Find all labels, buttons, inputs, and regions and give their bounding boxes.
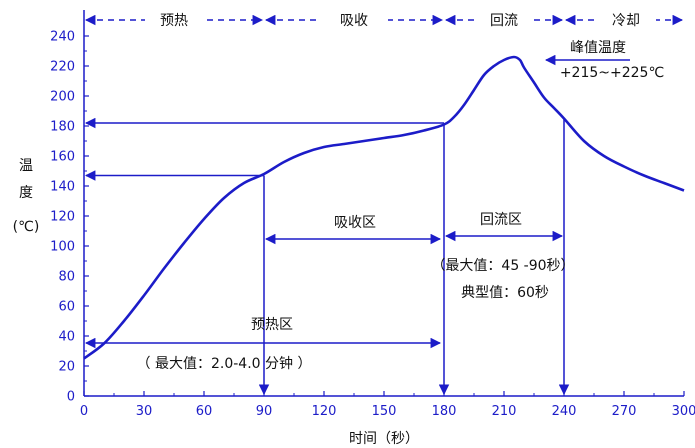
x-tick-label: 300 <box>672 404 695 419</box>
y-axis-label-2: 度 <box>19 185 33 201</box>
y-tick-label: 60 <box>58 300 75 315</box>
x-tick-label: 60 <box>196 404 213 419</box>
x-tick-label: 210 <box>492 404 517 419</box>
peak-temp-range: +215~+225℃ <box>560 65 664 81</box>
x-tick-label: 240 <box>552 404 577 419</box>
y-tick-label: 20 <box>58 360 75 375</box>
y-tick-label: 240 <box>50 30 75 45</box>
preheat-max-duration: （ 最大值：2.0-4.0 分钟 ） <box>137 355 312 372</box>
y-tick-label: 40 <box>58 330 75 345</box>
y-tick-label: 180 <box>50 120 75 135</box>
reflow-zone-label: 回流区 <box>480 212 522 228</box>
series-temperature-profile <box>83 55 685 360</box>
reflow-max-duration: （最大值：45 -90秒） <box>431 258 574 274</box>
phase-reflow: 回流 <box>490 13 518 29</box>
x-tick-label: 120 <box>312 404 337 419</box>
x-tick-label: 30 <box>136 404 153 419</box>
x-tick-label: 150 <box>372 404 397 419</box>
y-tick-label: 0 <box>67 390 75 405</box>
y-tick-label: 120 <box>50 210 75 225</box>
phase-banner: 预热 吸收 回流 冷却 <box>84 9 684 31</box>
x-tick-label: 90 <box>256 404 273 419</box>
y-tick-label: 160 <box>50 150 75 165</box>
y-axis-label-1: 温 <box>19 158 33 174</box>
preheat-zone-label: 预热区 <box>251 317 293 333</box>
peak-temp-title: 峰值温度 <box>570 40 626 56</box>
y-tick-label: 200 <box>50 90 75 105</box>
y-ticks: 0 20 40 60 80 100 120 140 160 180 200 220 240 <box>50 30 89 405</box>
x-ticks: 0 30 60 90 120 150 180 210 240 270 300 <box>80 391 695 419</box>
phase-soak: 吸收 <box>340 13 368 29</box>
reflow-typical-duration: 典型值：60秒 <box>461 285 549 301</box>
x-axis-label: 时间（秒） <box>349 431 419 447</box>
soak-zone-label: 吸收区 <box>334 215 376 231</box>
phase-preheat: 预热 <box>160 13 188 29</box>
x-tick-label: 180 <box>432 404 457 419</box>
phase-cooling: 冷却 <box>612 13 640 29</box>
x-tick-label: 270 <box>612 404 637 419</box>
y-tick-label: 220 <box>50 60 75 75</box>
y-tick-label: 140 <box>50 180 75 195</box>
x-tick-label: 0 <box>80 404 88 419</box>
y-tick-label: 100 <box>50 240 75 255</box>
y-tick-label: 80 <box>58 270 75 285</box>
y-axis-label-3: (℃) <box>13 219 40 235</box>
